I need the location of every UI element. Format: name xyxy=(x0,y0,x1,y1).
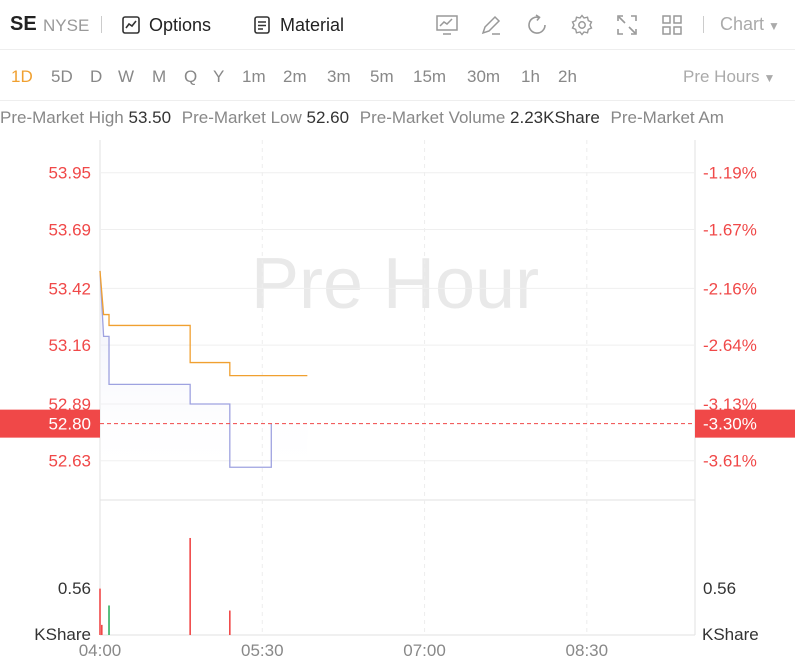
price-line xyxy=(99,270,272,468)
interval-1h[interactable]: 1h xyxy=(521,67,540,86)
price-tick-label: 53.16 xyxy=(48,336,91,355)
interval-q[interactable]: Q xyxy=(184,67,198,86)
settings-icon[interactable] xyxy=(570,13,594,37)
interval-1d[interactable]: 1D xyxy=(11,67,33,86)
price-tick-label: 53.69 xyxy=(48,220,91,239)
interval-1m[interactable]: 1m xyxy=(242,67,266,86)
high-value: 53.50 xyxy=(128,108,172,127)
options-label: Options xyxy=(149,14,212,35)
x-tick-label: 07:00 xyxy=(403,641,446,660)
low-value: 52.60 xyxy=(306,108,350,127)
interval-30m[interactable]: 30m xyxy=(467,67,501,86)
interval-2m[interactable]: 2m xyxy=(283,67,307,86)
interval-2h[interactable]: 2h xyxy=(558,67,577,86)
price-tick-label: 52.63 xyxy=(48,452,91,471)
interval-3m[interactable]: 3m xyxy=(327,67,351,86)
last-price-value: 52.80 xyxy=(48,415,91,434)
interval-w[interactable]: W xyxy=(118,67,135,86)
x-tick-label: 05:30 xyxy=(241,641,284,660)
amount-label: Pre-Market Am xyxy=(610,108,724,127)
options-chart-icon xyxy=(122,16,140,34)
interval-m[interactable]: M xyxy=(152,67,167,86)
line-chart-icon[interactable] xyxy=(435,13,459,37)
x-tick-label: 04:00 xyxy=(79,641,122,660)
price-tick-label: 53.95 xyxy=(48,164,91,183)
volume-label: Pre-Market Volume xyxy=(359,108,506,127)
material-label: Material xyxy=(280,14,345,35)
fullscreen-icon[interactable] xyxy=(615,13,639,37)
layout-icon[interactable] xyxy=(660,13,684,37)
draw-icon[interactable] xyxy=(479,13,503,37)
last-percent-value: -3.30% xyxy=(703,415,757,434)
grid xyxy=(99,140,696,636)
divider xyxy=(703,16,704,33)
premarket-stats: Pre-Market High 53.50 Pre-Market Low 52.… xyxy=(0,108,795,134)
document-icon xyxy=(254,16,270,34)
volume-tick-right: 0.56 xyxy=(703,579,736,598)
caret-down-icon: ▼ xyxy=(763,71,776,85)
caret-down-icon: ▼ xyxy=(768,19,780,33)
session-dropdown[interactable]: Pre Hours ▼ xyxy=(683,67,775,87)
price-tick-label: 52.89 xyxy=(48,395,91,414)
price-lines xyxy=(99,270,695,480)
axis-labels: 04:00 05:30 07:00 08:30 53.95 -1.19% 53.69 -1.6… xyxy=(0,164,795,660)
interval-15m[interactable]: 15m xyxy=(413,67,447,86)
x-tick-label: 08:30 xyxy=(566,641,609,660)
divider xyxy=(101,16,102,33)
exchange-label: NYSE xyxy=(43,16,90,35)
volume-value: 2.23KShare xyxy=(510,108,600,127)
refresh-icon[interactable] xyxy=(525,13,549,37)
percent-tick-label: -2.64% xyxy=(703,336,757,355)
last-price-badge xyxy=(0,409,100,438)
percent-tick-label: -1.19% xyxy=(703,164,757,183)
volume-unit-right: KShare xyxy=(702,625,759,644)
percent-tick-label: -3.13% xyxy=(703,395,757,414)
percent-tick-label: -2.16% xyxy=(703,279,757,298)
interval-5m[interactable]: 5m xyxy=(370,67,394,86)
average-line xyxy=(99,270,308,377)
interval-5d[interactable]: 5D xyxy=(51,67,73,86)
options-button[interactable]: Options xyxy=(121,12,211,38)
last-percent-badge xyxy=(695,409,795,438)
chart-type-dropdown[interactable]: Chart ▼ xyxy=(720,14,780,35)
session-label: Pre Hours xyxy=(683,67,760,86)
interval-d[interactable]: D xyxy=(90,67,103,86)
ticker-symbol: SE xyxy=(10,13,37,35)
price-area xyxy=(100,270,308,480)
top-toolbar: SE NYSE Options Material xyxy=(0,0,795,50)
volume-unit-left: KShare xyxy=(34,625,91,644)
low-label: Pre-Market Low xyxy=(181,108,302,127)
chart-watermark: Pre Hour xyxy=(251,244,539,324)
material-button[interactable]: Material xyxy=(252,12,344,38)
price-chart[interactable]: Pre Hour 04:00 05:30 07:00 08:30 53.95 -1.19%… xyxy=(0,140,795,662)
high-label: Pre-Market High xyxy=(0,108,124,127)
interval-y[interactable]: Y xyxy=(213,67,225,86)
chart-type-label: Chart xyxy=(720,14,765,34)
percent-tick-label: -3.61% xyxy=(703,452,757,471)
price-tick-label: 53.42 xyxy=(48,279,91,298)
volume-tick-left: 0.56 xyxy=(58,579,91,598)
interval-bar: 1D 5D D W M Q Y 1m 2m 3m 5m 15m 30m 1h 2… xyxy=(0,50,795,101)
volume-bars xyxy=(99,537,231,635)
percent-tick-label: -1.67% xyxy=(703,220,757,239)
